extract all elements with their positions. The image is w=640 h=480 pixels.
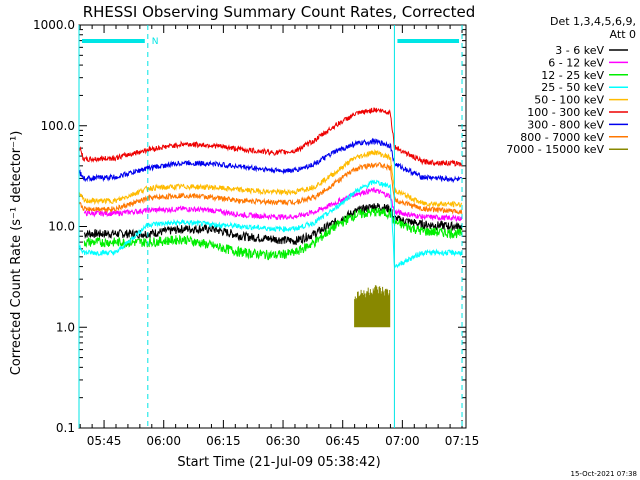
series-50-100-keV-line [78, 149, 463, 208]
x-tick-label: 07:00 [385, 434, 420, 448]
series-3-6-keV-line [83, 203, 463, 246]
legend-item-label: 800 - 7000 keV [520, 131, 604, 144]
annotation-layer: N [78, 25, 463, 428]
y-tick-label: 1.0 [56, 320, 75, 334]
x-axis-label: Start Time (21-Jul-09 05:38:42) [177, 455, 380, 470]
y-tick-label: 1000.0 [33, 18, 75, 32]
y-tick-label: 100.0 [41, 119, 75, 133]
legend-item-label: 3 - 6 keV [555, 44, 604, 57]
series-300-800-keV-line [78, 137, 462, 184]
legend-header-line-2: Att 0 [610, 28, 636, 41]
series-12-25-keV-line [83, 207, 463, 261]
legend-item-label: 300 - 800 keV [527, 118, 604, 131]
legend-item-label: 6 - 12 keV [548, 56, 604, 69]
chart-title: RHESSI Observing Summary Count Rates, Co… [83, 3, 476, 21]
x-axis-ticks [79, 25, 463, 428]
x-tick-label: 06:00 [146, 434, 181, 448]
x-tick-label: 06:30 [266, 434, 301, 448]
night-marker-label: N [152, 37, 159, 47]
legend-item-label: 50 - 100 keV [534, 94, 604, 107]
y-tick-labels: 0.1 1.0 10.0 100.0 1000.0 [33, 18, 75, 435]
x-tick-label: 05:45 [87, 434, 122, 448]
y-axis-label: Corrected Count Rate (s⁻¹ detector⁻¹) [9, 131, 24, 376]
y-tick-label: 0.1 [56, 421, 75, 435]
x-tick-label: 06:15 [206, 434, 241, 448]
x-tick-label: 07:15 [445, 434, 480, 448]
x-tick-label: 06:45 [325, 434, 360, 448]
legend-item-label: 100 - 300 keV [527, 106, 604, 119]
series-layer [78, 107, 463, 328]
legend-header-line-1: Det 1,3,4,5,6,9, [550, 15, 636, 28]
series-6-12-keV-line [83, 187, 463, 223]
series-7000-15000-keV-line [354, 285, 391, 328]
series-25-50-keV-line [79, 179, 463, 269]
legend-item-label: 12 - 25 keV [541, 69, 604, 82]
legend-item-label: 7000 - 15000 keV [506, 143, 604, 156]
series-100-300-keV-line [78, 107, 463, 168]
legend-item-label: 25 - 50 keV [541, 81, 604, 94]
x-tick-labels: 05:45 06:00 06:15 06:30 06:45 07:00 07:15 [87, 434, 480, 448]
footer-timestamp: 15-Oct-2021 07:38 [571, 470, 637, 478]
series-800-7000-keV-line [78, 162, 463, 215]
plot-area: N [78, 24, 467, 429]
y-tick-label: 10.0 [48, 220, 75, 234]
